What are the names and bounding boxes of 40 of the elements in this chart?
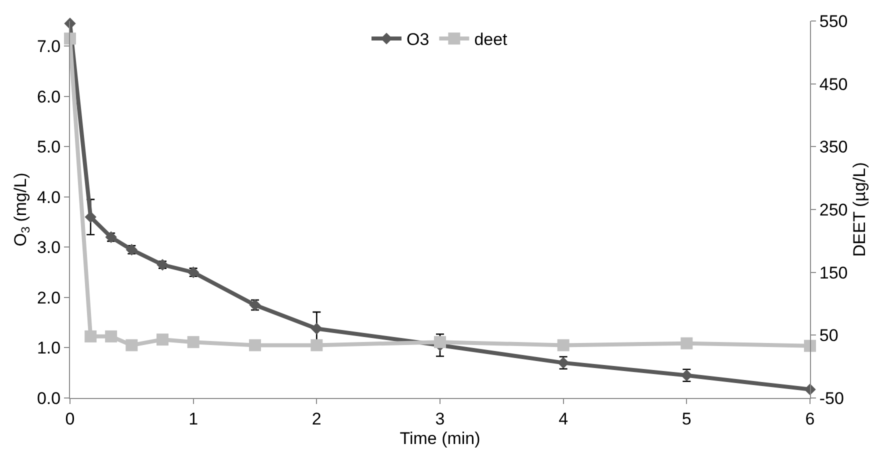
- x-tick-label: 0: [65, 409, 75, 428]
- y2-axis-title: DEET (µg/L): [850, 162, 869, 257]
- y-tick-label: 7.0: [36, 37, 61, 56]
- point: [64, 32, 76, 45]
- y2-tick-label: -50: [819, 388, 844, 408]
- y2-tick-label: 450: [819, 74, 848, 94]
- y-tick-label: 4.0: [36, 188, 61, 207]
- y2-tick-label: 250: [819, 200, 848, 220]
- point: [434, 336, 446, 348]
- point: [187, 336, 200, 348]
- point: [310, 339, 323, 352]
- point: [249, 339, 261, 352]
- point: [84, 330, 97, 342]
- y-tick-label: 3.0: [36, 238, 61, 258]
- x-tick-label: 6: [805, 409, 815, 428]
- legend-label: deet: [474, 30, 508, 50]
- x-tick-label: 3: [435, 409, 445, 428]
- x-tick-label: 2: [312, 409, 322, 428]
- point: [310, 322, 323, 334]
- x-tick-label: 5: [682, 409, 692, 428]
- point: [84, 211, 96, 223]
- point: [680, 337, 693, 350]
- y2-tick-label: 50: [819, 326, 838, 346]
- x-axis-title: Time (min): [400, 428, 480, 448]
- point: [804, 340, 816, 352]
- point: [126, 339, 138, 352]
- y-tick-label: 6.0: [36, 87, 61, 106]
- y-tick-label: 5.0: [36, 138, 61, 157]
- y2-tick-label: 150: [819, 263, 848, 282]
- point: [105, 330, 118, 342]
- legend-label: O3: [406, 30, 430, 50]
- point: [557, 339, 570, 352]
- y-tick-label: 1.0: [36, 338, 61, 358]
- point: [156, 334, 168, 346]
- x-tick-label: 1: [188, 409, 198, 428]
- y-tick-label: 2.0: [36, 288, 61, 308]
- y-tick-label: 0.0: [36, 388, 61, 408]
- y2-tick-label: 350: [819, 138, 848, 157]
- y2-tick-label: 550: [819, 12, 848, 31]
- x-tick-label: 4: [558, 409, 568, 428]
